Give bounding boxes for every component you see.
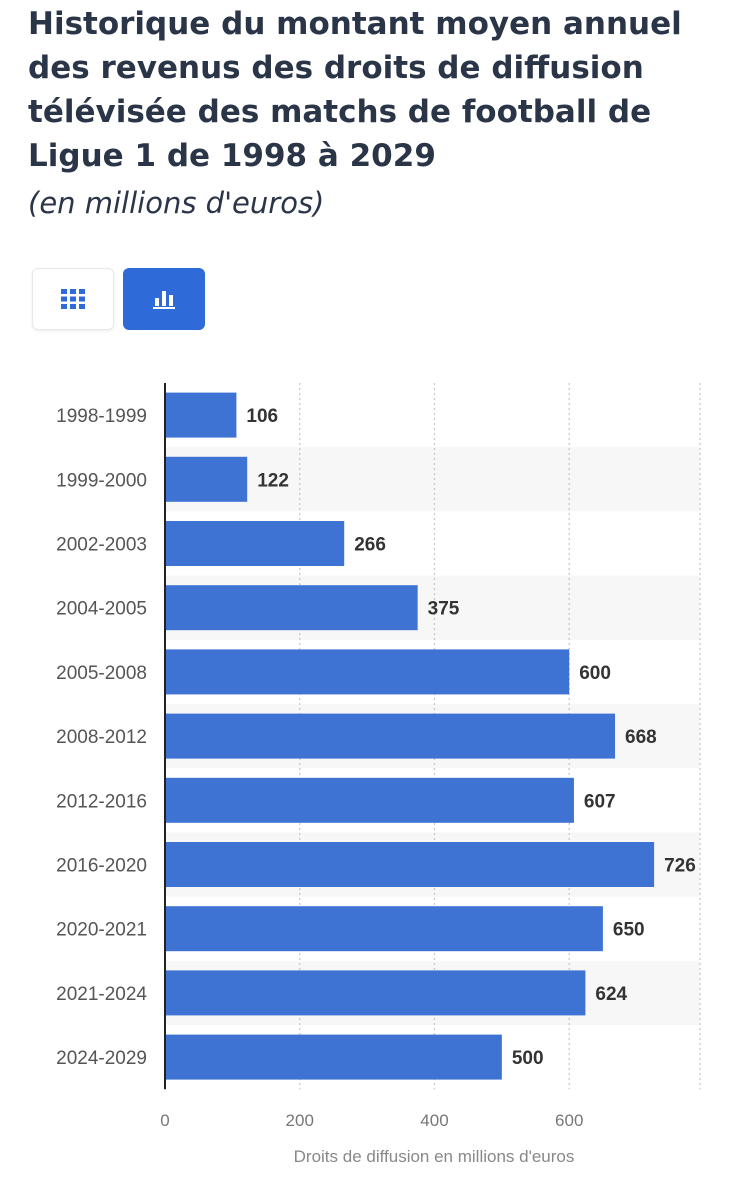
data-label: 500 (512, 1048, 544, 1069)
bar-chart: 106 1998-1999 122 1999-2000 266 2002-2003 375 2… (56, 383, 701, 1166)
category-label: 1998-1999 (56, 406, 147, 427)
data-label: 624 (595, 984, 627, 1005)
data-label: 122 (257, 470, 289, 491)
category-label: 2021-2024 (56, 984, 147, 1005)
category-label: 2002-2003 (56, 535, 147, 556)
data-label: 375 (428, 599, 460, 620)
category-label: 1999-2000 (56, 470, 147, 491)
category-label: 2024-2029 (56, 1048, 147, 1069)
data-label: 106 (246, 406, 278, 427)
chart-view-button[interactable] (123, 268, 205, 330)
table-view-button[interactable] (32, 268, 114, 330)
x-axis-label: Droits de diffusion en millions d'euros (294, 1147, 575, 1166)
bar (165, 521, 345, 566)
category-label: 2005-2008 (56, 663, 147, 684)
category-label: 2020-2021 (56, 920, 147, 941)
bar (165, 777, 574, 823)
x-tick-label: 0 (160, 1111, 169, 1130)
bar (165, 906, 603, 952)
chart-subtitle: (en millions d'euros) (28, 186, 325, 220)
category-label: 2004-2005 (56, 599, 147, 620)
bar (165, 585, 418, 631)
bar (165, 1034, 502, 1080)
bar (165, 456, 248, 502)
table-grid-icon (61, 289, 85, 309)
category-label: 2008-2012 (56, 727, 147, 748)
data-label: 726 (664, 856, 696, 877)
bar (165, 392, 237, 438)
x-tick-label: 400 (420, 1111, 448, 1130)
bar (165, 713, 616, 759)
bar-chart-icon (153, 291, 175, 309)
x-tick-label: 600 (555, 1111, 583, 1130)
chart-title: Historique du montant moyen annuel des r… (28, 6, 682, 174)
row-band (165, 447, 700, 512)
x-tick-label: 200 (286, 1111, 314, 1130)
data-label: 650 (613, 920, 645, 941)
bar (165, 649, 570, 695)
data-label: 607 (584, 791, 616, 812)
data-label: 600 (579, 663, 611, 684)
data-label: 266 (354, 535, 386, 556)
category-label: 2012-2016 (56, 791, 147, 812)
data-label: 668 (625, 727, 657, 748)
bar (165, 970, 586, 1016)
bar (165, 842, 655, 887)
category-label: 2016-2020 (56, 856, 147, 877)
